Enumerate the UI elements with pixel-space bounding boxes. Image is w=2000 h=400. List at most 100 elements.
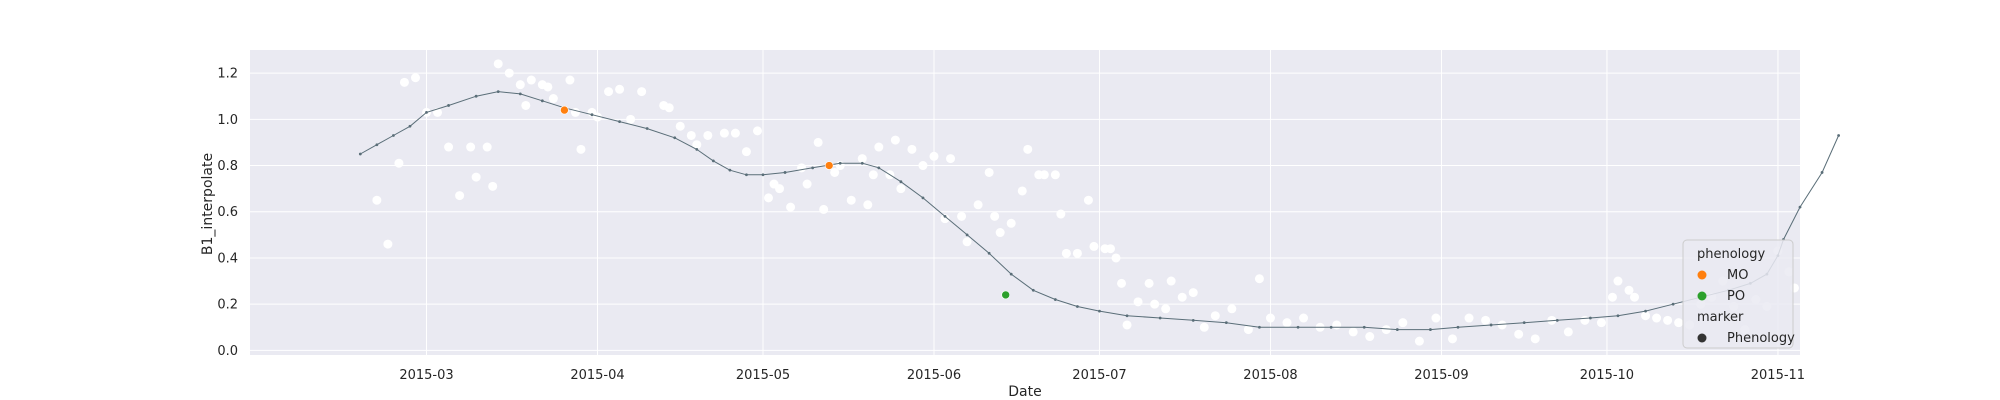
x-tick-label: 2015-11	[1751, 368, 1805, 383]
raw-point	[1580, 315, 1590, 325]
raw-point	[1497, 320, 1507, 330]
legend-style-title: marker	[1697, 310, 1744, 325]
curve-point	[783, 171, 787, 174]
raw-point	[1243, 325, 1253, 335]
raw-point	[830, 167, 840, 177]
raw-point	[394, 158, 404, 168]
raw-point	[1431, 313, 1441, 323]
raw-point	[1299, 313, 1309, 323]
raw-point	[570, 107, 580, 117]
curve-point	[1224, 321, 1228, 325]
curve-point	[474, 94, 478, 98]
raw-point	[471, 172, 481, 182]
raw-point	[990, 211, 1000, 221]
curve-point	[1258, 325, 1261, 329]
raw-point	[764, 193, 774, 203]
curve-point	[1429, 328, 1432, 331]
raw-point	[686, 130, 696, 140]
raw-points	[372, 59, 1822, 346]
raw-point	[940, 214, 950, 224]
curve-line	[360, 91, 1840, 331]
curve-point	[1329, 325, 1333, 329]
curve-point	[447, 104, 450, 107]
curve-point	[590, 113, 594, 117]
x-tick-label: 2015-09	[1414, 368, 1468, 383]
curve-point	[1191, 318, 1195, 322]
legend: phenology MO PO marker Phenology	[1682, 239, 1795, 349]
raw-point	[493, 59, 503, 69]
curve-point	[1456, 325, 1460, 329]
legend-hue-title: phenology	[1697, 247, 1765, 262]
curve-point	[1644, 309, 1647, 313]
raw-point	[504, 68, 514, 78]
curve-point	[1362, 325, 1366, 329]
raw-point	[1017, 186, 1027, 196]
curve-point	[745, 173, 748, 177]
raw-point	[383, 239, 393, 249]
curve-point	[673, 136, 677, 140]
curve-point	[838, 161, 842, 165]
raw-point	[1663, 315, 1673, 325]
legend-marker	[1697, 291, 1707, 301]
curve-point	[1798, 205, 1802, 209]
raw-point	[1105, 244, 1115, 254]
raw-point	[637, 87, 647, 97]
legend-marker	[1697, 333, 1707, 343]
curve-point	[1616, 314, 1620, 318]
raw-point	[664, 103, 674, 113]
raw-point	[615, 84, 625, 94]
raw-point	[1039, 170, 1049, 180]
x-tick-label: 2015-07	[1072, 368, 1126, 383]
x-axis-label: Date	[1008, 384, 1041, 400]
raw-point	[1265, 313, 1275, 323]
curve-point	[877, 166, 881, 170]
raw-point	[515, 80, 525, 90]
raw-point	[819, 204, 829, 214]
raw-point	[1596, 318, 1606, 328]
raw-point	[896, 184, 906, 194]
legend-label: MO	[1727, 268, 1748, 283]
phenology-point-mo	[824, 161, 834, 170]
raw-point	[399, 77, 409, 87]
raw-point	[1006, 218, 1016, 228]
raw-point	[1630, 292, 1640, 302]
raw-point	[1144, 278, 1154, 288]
raw-point	[846, 195, 856, 205]
raw-point	[1166, 276, 1176, 286]
raw-point	[1398, 318, 1408, 328]
plot-background	[250, 50, 1800, 355]
raw-point	[752, 126, 762, 136]
raw-point	[1072, 248, 1082, 258]
curve-point	[540, 99, 544, 103]
y-tick-label: 1.0	[217, 113, 238, 128]
y-tick-label: 0.0	[217, 344, 238, 359]
raw-point	[1641, 311, 1651, 321]
raw-point	[444, 142, 454, 152]
raw-point	[1117, 278, 1127, 288]
curve-point	[1076, 305, 1079, 308]
curve-point	[1671, 302, 1675, 306]
raw-point	[576, 144, 586, 154]
raw-point	[675, 121, 685, 131]
curve-point	[375, 143, 379, 147]
x-tick-label: 2015-05	[736, 368, 790, 383]
raw-point	[813, 137, 823, 147]
raw-point	[548, 94, 558, 104]
y-tick-label: 0.6	[217, 205, 238, 220]
curve-point	[1820, 171, 1824, 174]
y-tick-label: 0.2	[217, 298, 238, 313]
raw-point	[984, 167, 994, 177]
raw-point	[1227, 304, 1237, 314]
raw-point	[1199, 322, 1209, 332]
raw-point	[1613, 276, 1623, 286]
curve-point	[987, 251, 991, 255]
raw-point	[907, 144, 917, 154]
phenology-points	[560, 105, 1010, 300]
y-tick-labels: 0.0 0.2 0.4 0.6 0.8 1.0 1.2	[217, 67, 238, 359]
curve-point	[811, 166, 815, 170]
raw-point	[1348, 327, 1358, 337]
raw-point	[1254, 274, 1264, 284]
raw-point	[1133, 297, 1143, 307]
curve-point	[1125, 314, 1129, 318]
